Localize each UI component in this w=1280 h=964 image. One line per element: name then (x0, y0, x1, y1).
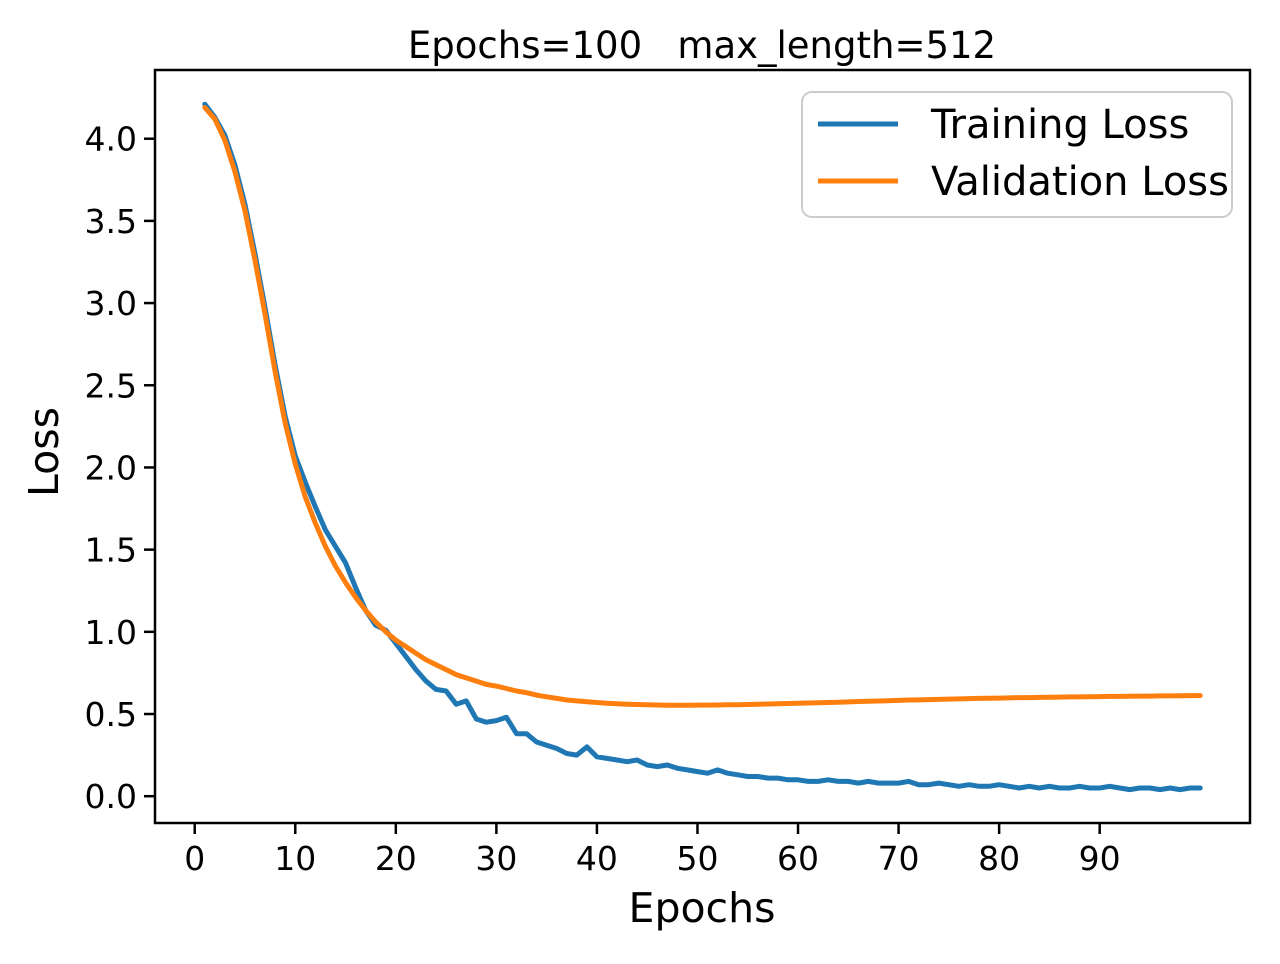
y-tick-label: 0.0 (85, 777, 137, 816)
x-axis-label: Epochs (629, 884, 776, 932)
axes-frame (153, 68, 1252, 825)
x-tick-label: 60 (777, 839, 819, 878)
legend-box (801, 91, 1233, 218)
x-tick-label: 40 (576, 839, 618, 878)
x-tick-label: 20 (375, 839, 417, 878)
y-tick-label: 3.0 (85, 284, 137, 323)
y-tick-label: 4.0 (85, 120, 137, 159)
legend: Training Loss Validation Loss (801, 91, 1233, 218)
validation-loss-line (202, 105, 1203, 708)
y-axis-label: Loss (20, 407, 68, 497)
x-tick-label: 50 (676, 839, 718, 878)
y-tick-label: 0.5 (85, 695, 137, 734)
legend-label-validation-loss: Validation Loss (931, 159, 1229, 205)
x-tick-label: 30 (475, 839, 517, 878)
x-tick-label: 10 (274, 839, 316, 878)
x-tick-label: 90 (1079, 839, 1121, 878)
x-tick-label: 0 (184, 839, 205, 878)
x-tick-label: 80 (978, 839, 1020, 878)
y-tick-label: 2.5 (85, 366, 137, 405)
x-tick-label: 70 (878, 839, 920, 878)
y-tick-label: 2.0 (85, 448, 137, 487)
plot-area: 0 10 20 30 40 50 60 70 80 90 0.0 0.5 1.0 1.5 2.0 2.5 3.0… (85, 68, 1252, 878)
y-tick-label: 1.5 (85, 531, 137, 570)
legend-label-training-loss: Training Loss (930, 102, 1189, 148)
y-tick-label: 3.5 (85, 202, 137, 241)
y-tick-label: 1.0 (85, 613, 137, 652)
chart-title: Epochs=100 max_length=512 (408, 24, 996, 67)
